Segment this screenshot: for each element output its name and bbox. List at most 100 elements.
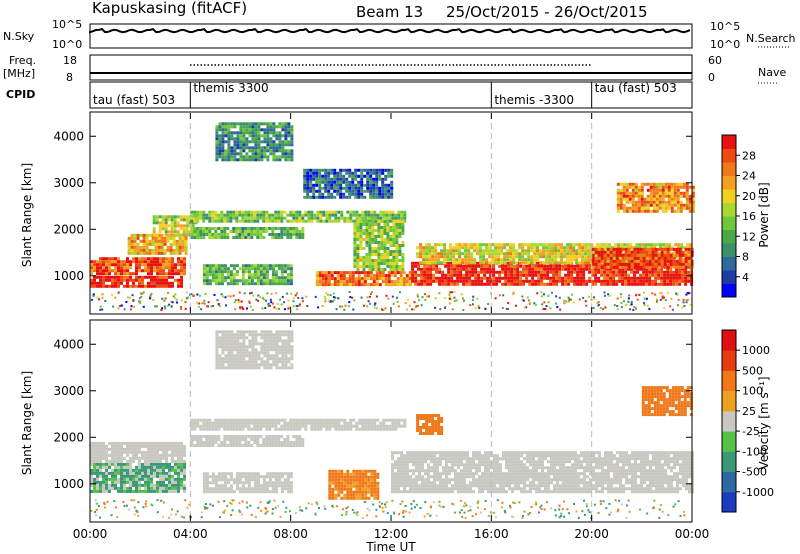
- power-cell: [205, 216, 209, 220]
- velocity-cell: [111, 453, 114, 457]
- power-cell: [324, 183, 328, 187]
- power-cell: [112, 305, 115, 308]
- power-cell: [295, 230, 299, 233]
- power-cell: [582, 296, 585, 299]
- power-cell: [150, 278, 153, 282]
- velocity-cell: [349, 418, 353, 422]
- power-cell: [158, 221, 162, 225]
- velocity-cell: [114, 486, 117, 490]
- power-cell: [643, 203, 647, 207]
- power-cell: [492, 282, 496, 286]
- power-cell: [224, 296, 227, 299]
- power-cell: [659, 246, 663, 250]
- power-cell: [254, 131, 258, 135]
- power-cell: [416, 252, 420, 256]
- power-cell: [256, 210, 260, 214]
- velocity-cell: [126, 447, 129, 451]
- power-cell: [450, 291, 453, 294]
- power-cell: [114, 281, 117, 285]
- power-cell: [424, 293, 426, 296]
- power-cell: [440, 252, 444, 256]
- power-cell: [489, 270, 493, 274]
- velocity-cell: [93, 489, 96, 493]
- power-cell: [168, 272, 171, 276]
- power-cell: [241, 267, 245, 271]
- power-cell: [229, 295, 232, 298]
- power-cell: [157, 245, 161, 249]
- power-cell: [108, 284, 111, 288]
- power-cell: [640, 197, 644, 201]
- power-cell: [227, 155, 231, 159]
- velocity-cell: [277, 421, 281, 425]
- power-cell: [210, 305, 213, 308]
- power-cell: [581, 243, 585, 247]
- power-cell: [185, 291, 188, 294]
- power-cell: [159, 272, 162, 276]
- power-cell: [403, 213, 407, 217]
- power-cell: [453, 282, 457, 286]
- velocity-cell: [135, 456, 138, 460]
- power-cell: [675, 247, 679, 251]
- velocity-cell: [244, 441, 248, 444]
- velocity-cell: [117, 462, 120, 466]
- power-cell: [423, 282, 427, 286]
- power-cell: [251, 146, 255, 150]
- power-cell: [369, 186, 373, 190]
- power-cell: [447, 273, 451, 277]
- power-cell: [447, 276, 451, 280]
- power-cell: [545, 243, 549, 247]
- power-cell: [654, 264, 658, 268]
- velocity-cell: [382, 421, 386, 425]
- power-cell: [425, 249, 429, 253]
- power-cell: [315, 189, 319, 193]
- power-cell: [612, 276, 616, 280]
- power-cell: [180, 263, 183, 267]
- power-cell: [253, 210, 257, 214]
- power-cell: [572, 255, 576, 259]
- power-cell: [399, 280, 403, 284]
- power-cell: [375, 186, 379, 190]
- power-cell: [605, 246, 609, 250]
- velocity-cell: [358, 418, 362, 422]
- velocity-cell: [343, 421, 347, 425]
- power-cell: [392, 220, 396, 223]
- power-cell: [378, 177, 382, 181]
- power-cell: [284, 122, 288, 126]
- velocity-cell: [289, 444, 293, 447]
- power-cell: [619, 182, 623, 186]
- power-cell: [395, 265, 399, 268]
- velocity-cell: [129, 468, 132, 472]
- power-cell: [622, 206, 626, 210]
- power-cell: [521, 298, 524, 301]
- velocity-cell: [171, 489, 174, 493]
- power-cell: [383, 238, 387, 241]
- power-cell: [492, 276, 496, 280]
- velocity-cell: [126, 459, 129, 463]
- power-cell: [357, 271, 361, 275]
- power-cell: [246, 307, 248, 310]
- power-cell: [232, 230, 236, 233]
- power-cell: [382, 308, 385, 311]
- power-cell: [230, 131, 234, 135]
- power-cell: [547, 301, 550, 304]
- power-cell: [452, 246, 456, 250]
- power-cell: [458, 258, 462, 262]
- power-cell: [260, 128, 264, 132]
- power-cell: [178, 251, 182, 255]
- power-cell: [642, 279, 646, 283]
- power-cell: [185, 224, 189, 228]
- power-cell: [467, 252, 471, 256]
- power-cell: [309, 195, 313, 199]
- power-cell: [275, 137, 279, 141]
- power-cell: [474, 276, 478, 280]
- power-cell: [506, 249, 510, 253]
- power-cell: [428, 258, 432, 262]
- power-cell: [327, 177, 331, 181]
- power-cell: [630, 270, 634, 274]
- power-cell: [271, 270, 275, 274]
- power-cell: [353, 232, 357, 235]
- velocity-cell: [93, 453, 96, 457]
- power-cell: [633, 282, 637, 286]
- power-cell: [507, 273, 511, 277]
- velocity-cell: [388, 424, 392, 428]
